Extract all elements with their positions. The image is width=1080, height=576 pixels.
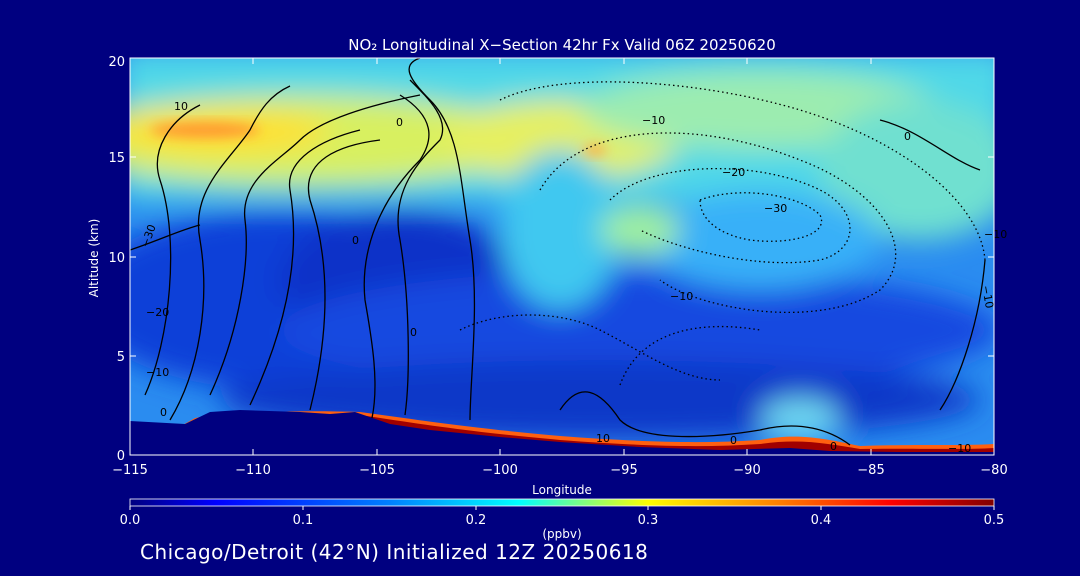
y-axis-label: Altitude (km) xyxy=(87,219,101,298)
x-tick-label: −80 xyxy=(980,463,1007,478)
contour-label: 10 xyxy=(596,432,610,445)
contour-label: 0 xyxy=(410,326,417,339)
x-tick-label: −105 xyxy=(359,463,395,478)
x-axis-label: Longitude xyxy=(532,483,592,497)
contour-label: −10 xyxy=(670,290,693,303)
y-tick-label: 15 xyxy=(108,151,125,166)
colorbar-tick-label: 0.3 xyxy=(638,513,659,528)
init-time-footer: Chicago/Detroit (42°N) Initialized 12Z 2… xyxy=(140,540,649,564)
colorbar-tick-label: 0.1 xyxy=(293,513,314,528)
contour-label: 0 xyxy=(160,406,167,419)
contour-label: 10 xyxy=(174,100,188,113)
colorbar-tick-label: 0.4 xyxy=(811,513,832,528)
x-tick-label: −95 xyxy=(610,463,637,478)
y-tick-label: 5 xyxy=(117,350,125,365)
contour-lines xyxy=(130,58,986,446)
contour-label: 0 xyxy=(730,434,737,447)
contour-label: −10 xyxy=(979,284,996,309)
x-tick-label: −110 xyxy=(235,463,271,478)
contour-label: −10 xyxy=(146,366,169,379)
contour-label: −20 xyxy=(722,166,745,179)
contour-label: 0 xyxy=(396,116,403,129)
colorbar-tick-label: 0.0 xyxy=(120,513,141,528)
y-tick-label: 10 xyxy=(108,251,125,266)
contour-labels: 10 0 −10 −20 −30 −30 0 −20 −10 −10 0 −10… xyxy=(139,100,1008,455)
colorbar-tick-label: 0.2 xyxy=(466,513,487,528)
y-tick-label: 20 xyxy=(108,55,125,70)
x-tick-label: −90 xyxy=(733,463,760,478)
contour-label: −10 xyxy=(642,114,665,127)
contour-lines-dotted xyxy=(459,81,986,386)
colorbar xyxy=(129,498,995,507)
colorbar-ticks xyxy=(129,506,995,510)
contour-label: −10 xyxy=(984,228,1007,241)
terrain xyxy=(130,410,994,455)
colorbar-tick-label: 0.5 xyxy=(984,513,1005,528)
x-tick-label: −115 xyxy=(112,463,148,478)
contour-label: 0 xyxy=(904,130,911,143)
plot-area xyxy=(130,58,994,455)
contour-label: −20 xyxy=(146,306,169,319)
contour-label: 0 xyxy=(830,440,837,453)
x-tick-label: −100 xyxy=(482,463,518,478)
contour-label: 0 xyxy=(352,234,359,247)
y-axis xyxy=(130,57,994,456)
chart-title: NO₂ Longitudinal X−Section 42hr Fx Valid… xyxy=(348,36,776,54)
y-tick-label: 0 xyxy=(117,449,125,464)
x-axis xyxy=(129,58,995,455)
x-tick-label: −85 xyxy=(857,463,884,478)
contour-label: −30 xyxy=(764,202,787,215)
colorbar-unit-label: (ppbv) xyxy=(542,527,581,541)
contour-label: −10 xyxy=(948,442,971,455)
